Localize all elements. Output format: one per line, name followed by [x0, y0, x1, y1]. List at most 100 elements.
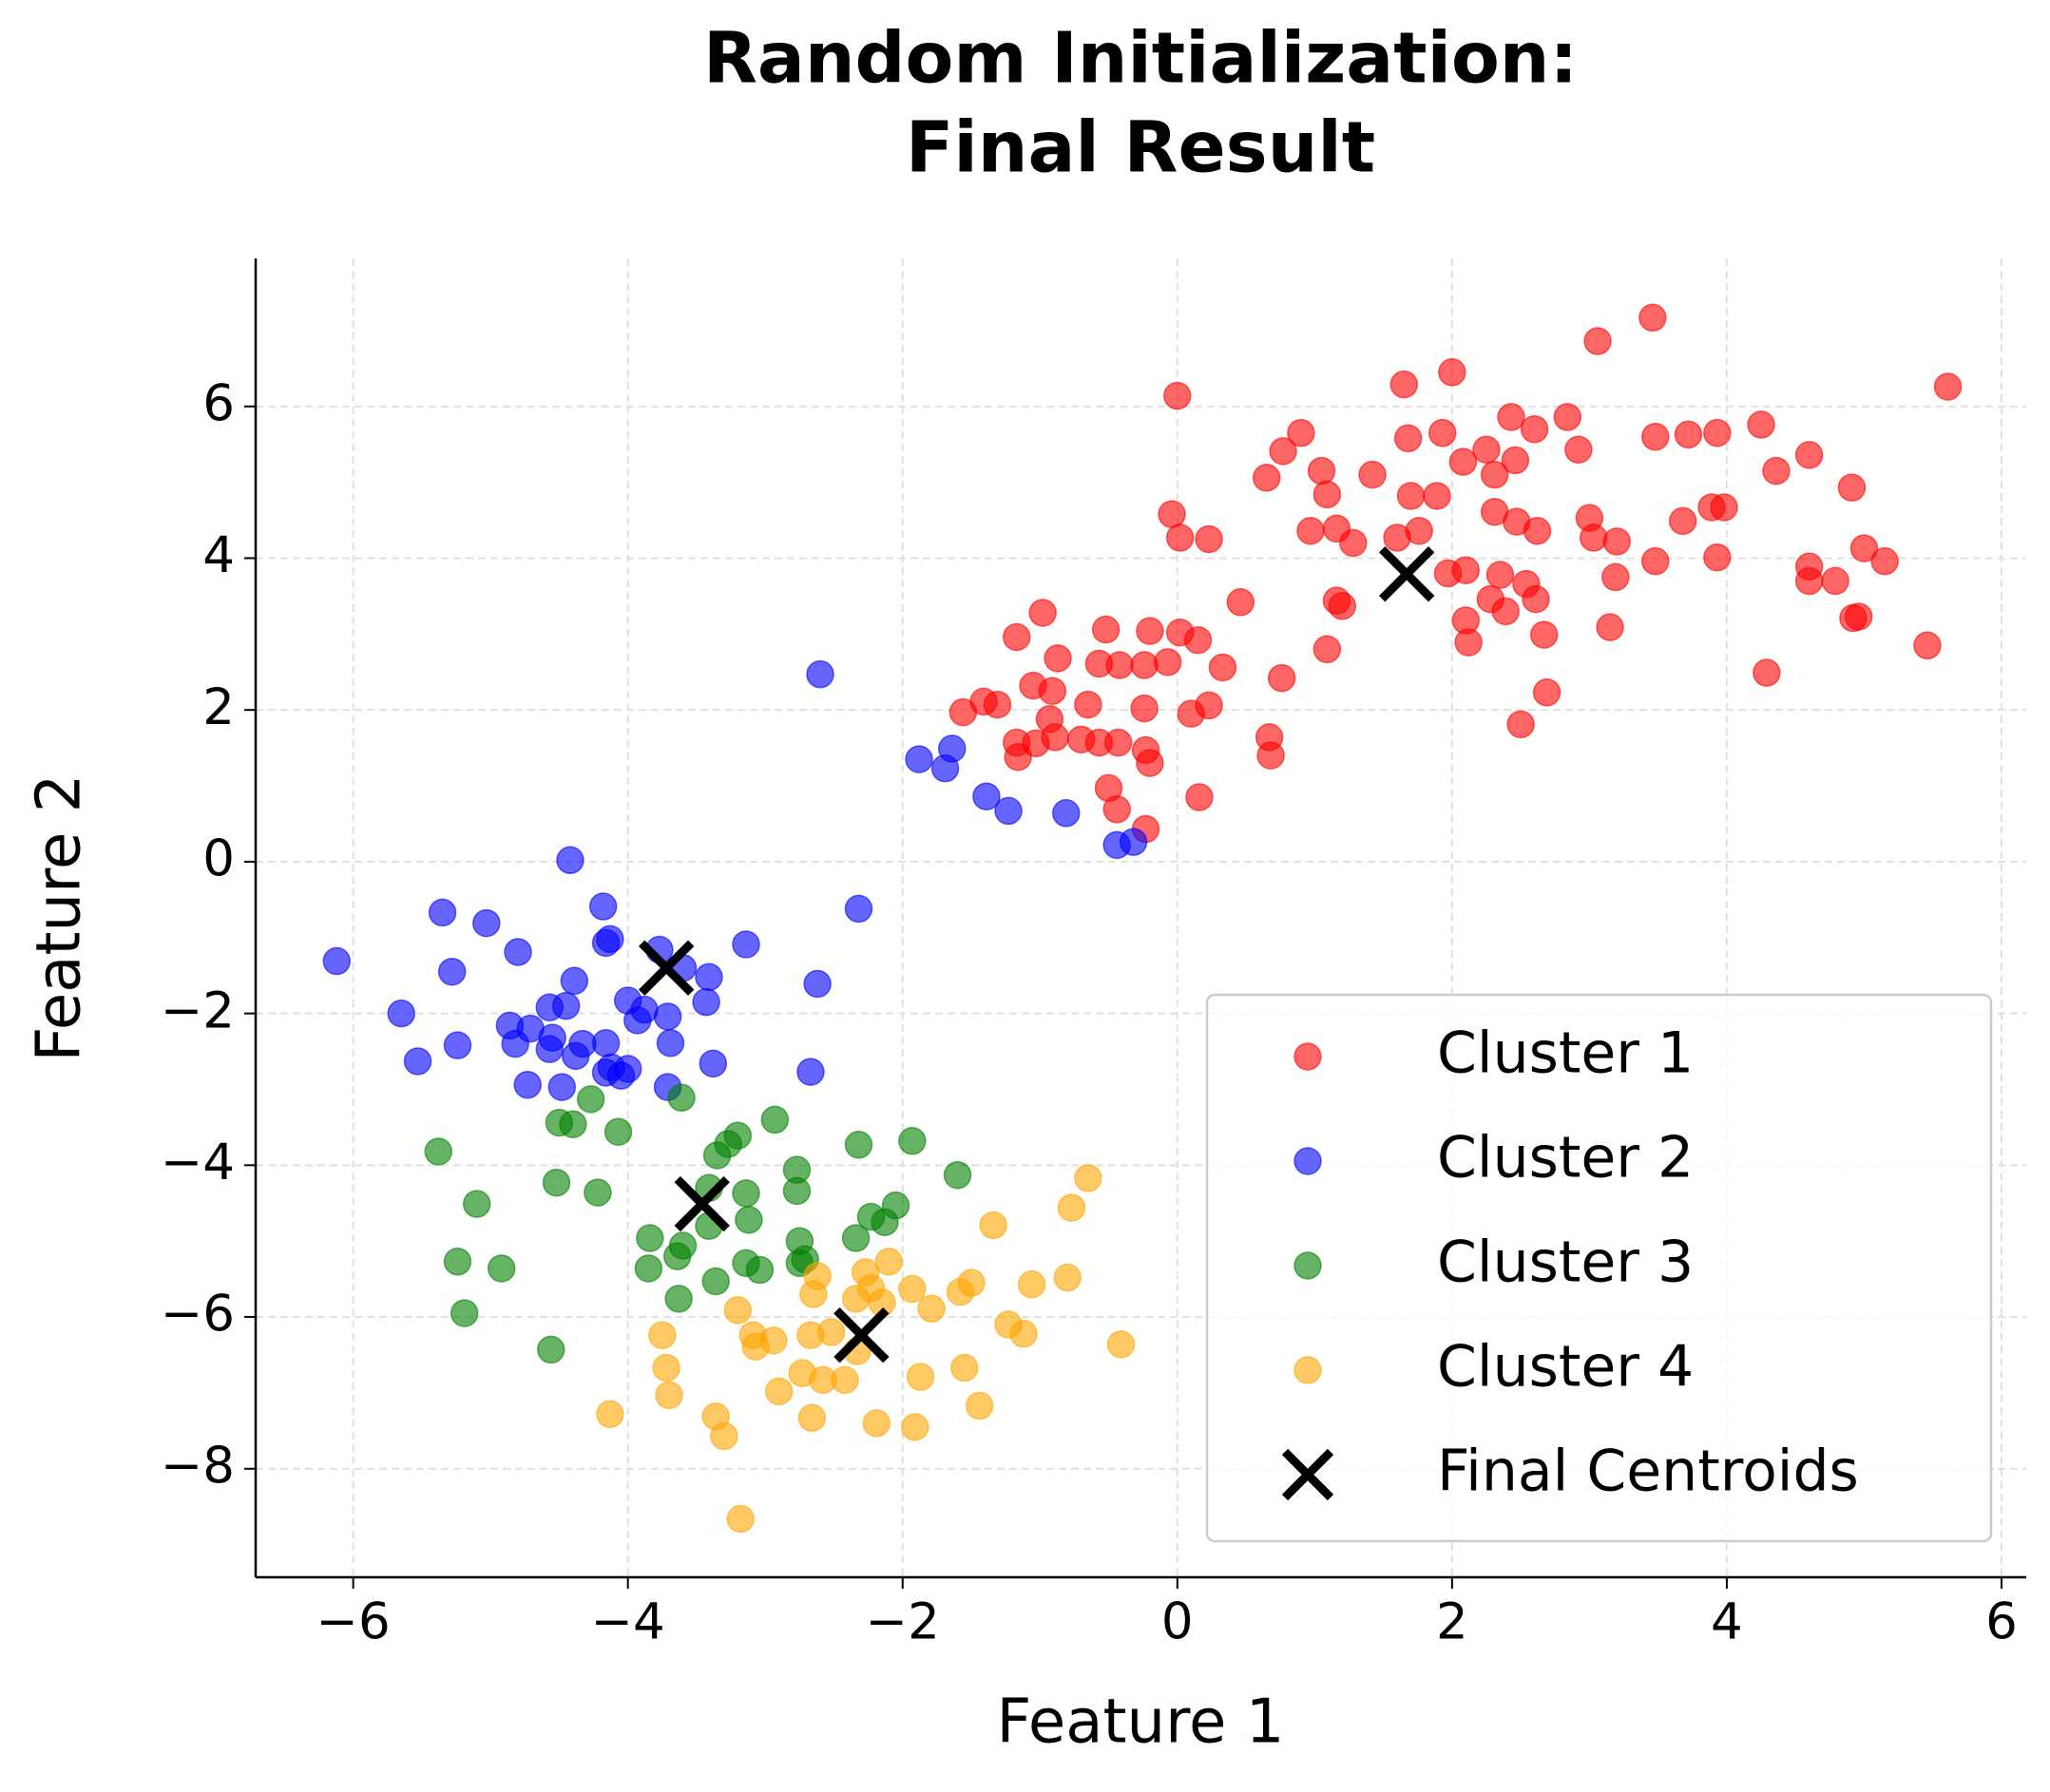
point	[874, 1248, 904, 1276]
point	[1165, 524, 1195, 552]
point	[1358, 460, 1387, 489]
point	[1103, 728, 1133, 757]
point	[1158, 500, 1186, 528]
point	[1602, 527, 1632, 556]
point	[664, 1285, 693, 1313]
point	[816, 1318, 846, 1346]
point	[764, 1377, 794, 1406]
point	[1522, 584, 1550, 614]
point	[1601, 562, 1630, 592]
point	[1185, 783, 1214, 811]
point	[1596, 613, 1624, 641]
point	[667, 1083, 696, 1113]
centroid	[1281, 1448, 1334, 1501]
y-tick-label: 6	[202, 374, 235, 432]
point	[1130, 651, 1159, 679]
point	[1405, 516, 1433, 545]
point	[723, 1296, 753, 1325]
point	[1074, 1164, 1102, 1192]
point	[1529, 620, 1559, 649]
point	[831, 1365, 859, 1395]
point	[806, 659, 834, 689]
centroid-stroke	[1281, 1448, 1334, 1501]
y-tick-label: −4	[161, 1134, 235, 1191]
point	[1870, 546, 1899, 576]
point	[702, 1141, 732, 1170]
point	[1451, 556, 1481, 584]
point	[695, 963, 723, 992]
point	[560, 966, 589, 996]
point	[1287, 418, 1315, 448]
point	[1641, 546, 1670, 576]
point	[1208, 653, 1237, 682]
y-tick-label: 2	[202, 678, 235, 736]
point	[994, 796, 1023, 826]
point	[1710, 493, 1738, 522]
point	[1472, 435, 1501, 465]
point	[1269, 437, 1297, 466]
y-axis-label: Feature 2	[25, 774, 95, 1062]
point	[979, 1211, 1007, 1240]
point	[1002, 622, 1031, 652]
point	[1564, 435, 1593, 465]
centroid-stroke	[1378, 546, 1435, 602]
y-tick-label: −6	[161, 1286, 235, 1344]
point	[1794, 441, 1824, 469]
point	[1041, 723, 1069, 752]
point	[1674, 420, 1703, 449]
point	[513, 1070, 542, 1099]
x-tick-label: 6	[1985, 1593, 2018, 1651]
point	[653, 1002, 682, 1031]
point	[1844, 602, 1873, 631]
point	[1226, 588, 1255, 617]
y-tick-label: 0	[202, 830, 235, 888]
point	[1532, 678, 1561, 707]
point	[1553, 403, 1582, 431]
point	[799, 1280, 828, 1308]
point	[1307, 456, 1336, 486]
point	[1506, 710, 1535, 739]
point	[652, 1353, 680, 1382]
point	[1427, 418, 1457, 448]
point	[1153, 648, 1182, 677]
point	[547, 1073, 577, 1101]
point	[1102, 795, 1131, 824]
point	[1448, 448, 1478, 476]
point	[1293, 1147, 1322, 1175]
centroid	[1378, 546, 1435, 602]
point	[1038, 677, 1067, 705]
point	[898, 1127, 927, 1155]
point	[1438, 358, 1466, 387]
point	[1583, 327, 1612, 355]
point	[604, 1117, 633, 1146]
point	[1195, 691, 1223, 720]
point	[322, 946, 352, 976]
point	[1794, 566, 1824, 596]
point	[983, 690, 1012, 719]
point	[1423, 482, 1451, 510]
point	[871, 1208, 899, 1236]
point	[1256, 741, 1285, 770]
point	[1520, 414, 1549, 444]
legend-label: Cluster 1	[1437, 1020, 1694, 1087]
point	[542, 1168, 571, 1197]
y-tick-label: 4	[202, 526, 235, 584]
x-tick-label: 4	[1711, 1593, 1743, 1651]
point	[1821, 566, 1849, 596]
point	[1293, 1042, 1322, 1071]
point	[732, 1179, 760, 1208]
point	[862, 1409, 891, 1438]
x-tick-label: 0	[1161, 1593, 1194, 1651]
point	[1028, 599, 1057, 627]
point	[841, 1224, 871, 1252]
point	[1480, 460, 1509, 489]
point	[950, 1353, 979, 1382]
point	[1017, 1269, 1046, 1299]
point	[636, 1224, 664, 1252]
point	[584, 1178, 612, 1207]
point	[437, 957, 467, 986]
point	[735, 1206, 763, 1234]
point	[760, 1105, 790, 1134]
point	[906, 1363, 935, 1391]
